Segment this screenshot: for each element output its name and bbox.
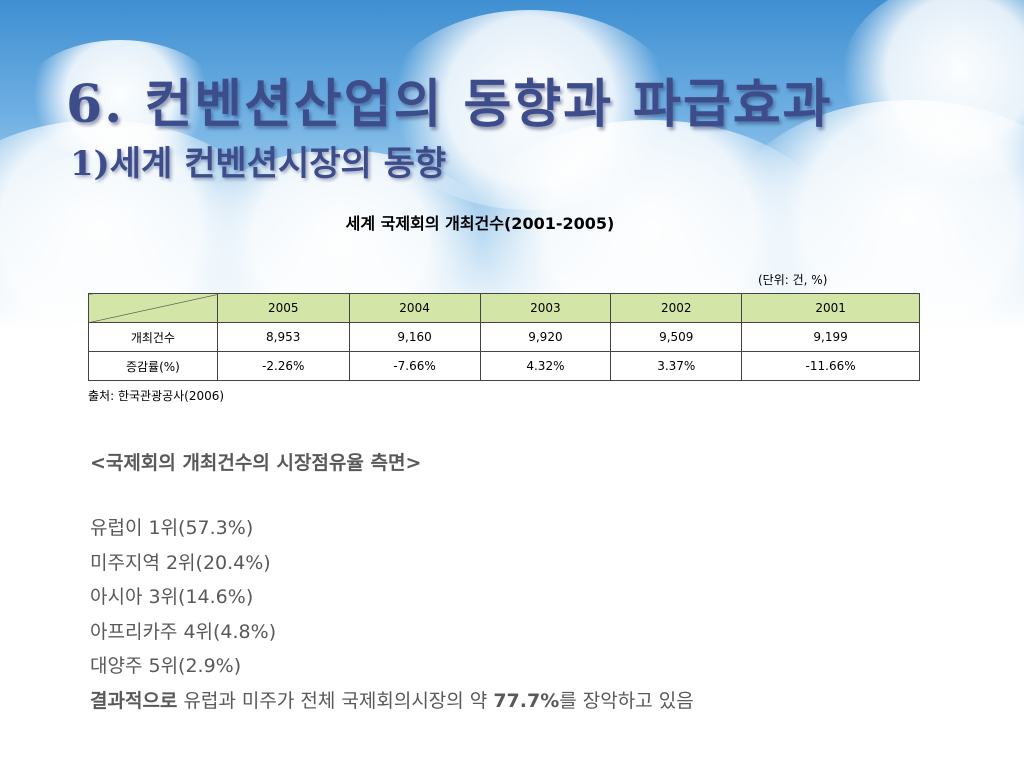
table-cell: 9,199	[741, 322, 920, 352]
slide-title: 6. 컨벤션산업의 동향과 파급효과	[66, 74, 833, 135]
conclusion-text: 유럽과 미주가 전체 국제회의시장의 약	[177, 689, 494, 712]
conclusion-lead: 결과적으로	[90, 689, 178, 712]
table-caption: 세계 국제회의 개최건수(2001-2005)	[345, 214, 615, 233]
table-cell: -11.66%	[741, 351, 920, 381]
list-item: 아프리카주 4위(4.8%)	[90, 620, 277, 643]
table-cell: 9,509	[610, 322, 743, 352]
table-cell: 3.37%	[610, 351, 743, 381]
table-cell: 8,953	[216, 322, 350, 352]
table-row: 개최건수 8,953 9,160 9,920 9,509 9,199	[88, 322, 920, 352]
table-source: 출처: 한국관광공사(2006)	[88, 389, 225, 403]
table-cell: -2.26%	[216, 351, 350, 381]
list-item: 유럽이 1위(57.3%)	[90, 517, 254, 539]
slide-subtitle: 1)세계 컨벤션시장의 동향	[70, 144, 447, 184]
table-cell: 9,920	[479, 322, 612, 352]
table-cell: 4.32%	[479, 351, 612, 381]
list-item: 대양주 5위(2.9%)	[90, 655, 242, 677]
list-item: 아시아 3위(14.6%)	[90, 586, 254, 608]
table-cell: 9,160	[348, 322, 481, 352]
table-header-cell: 2001	[741, 293, 920, 323]
table-header-cell: 2005	[216, 293, 350, 323]
table-cell: -7.66%	[348, 351, 481, 381]
analysis-heading: <국제회의 개최건수의 시장점유율 측면>	[90, 452, 422, 474]
table-header-cell: 2004	[348, 293, 481, 323]
table-unit: (단위: 건, %)	[758, 273, 828, 287]
analysis-section: <국제회의 개최건수의 시장점유율 측면> 유럽이 1위(57.3%) 미주지역…	[90, 448, 694, 718]
table-row-label: 개최건수	[88, 322, 218, 352]
conclusion-tail: 를 장악하고 있음	[559, 689, 694, 712]
table-row-label: 증감률(%)	[88, 351, 218, 381]
conclusion-value: 77.7%	[493, 689, 560, 712]
list-item: 미주지역 2위(20.4%)	[90, 551, 271, 574]
data-table: 2005 2004 2003 2002 2001 개최건수 8,953 9,16…	[88, 293, 920, 381]
table-header-cell: 2003	[479, 293, 612, 323]
table-header-row: 2005 2004 2003 2002 2001	[88, 293, 920, 323]
table-header-cell: 2002	[610, 293, 743, 323]
table-row: 증감률(%) -2.26% -7.66% 4.32% 3.37% -11.66%	[88, 351, 920, 381]
table-corner-cell	[88, 293, 218, 323]
conclusion-line: 결과적으로 유럽과 미주가 전체 국제회의시장의 약 77.7%를 장악하고 있…	[90, 684, 694, 719]
